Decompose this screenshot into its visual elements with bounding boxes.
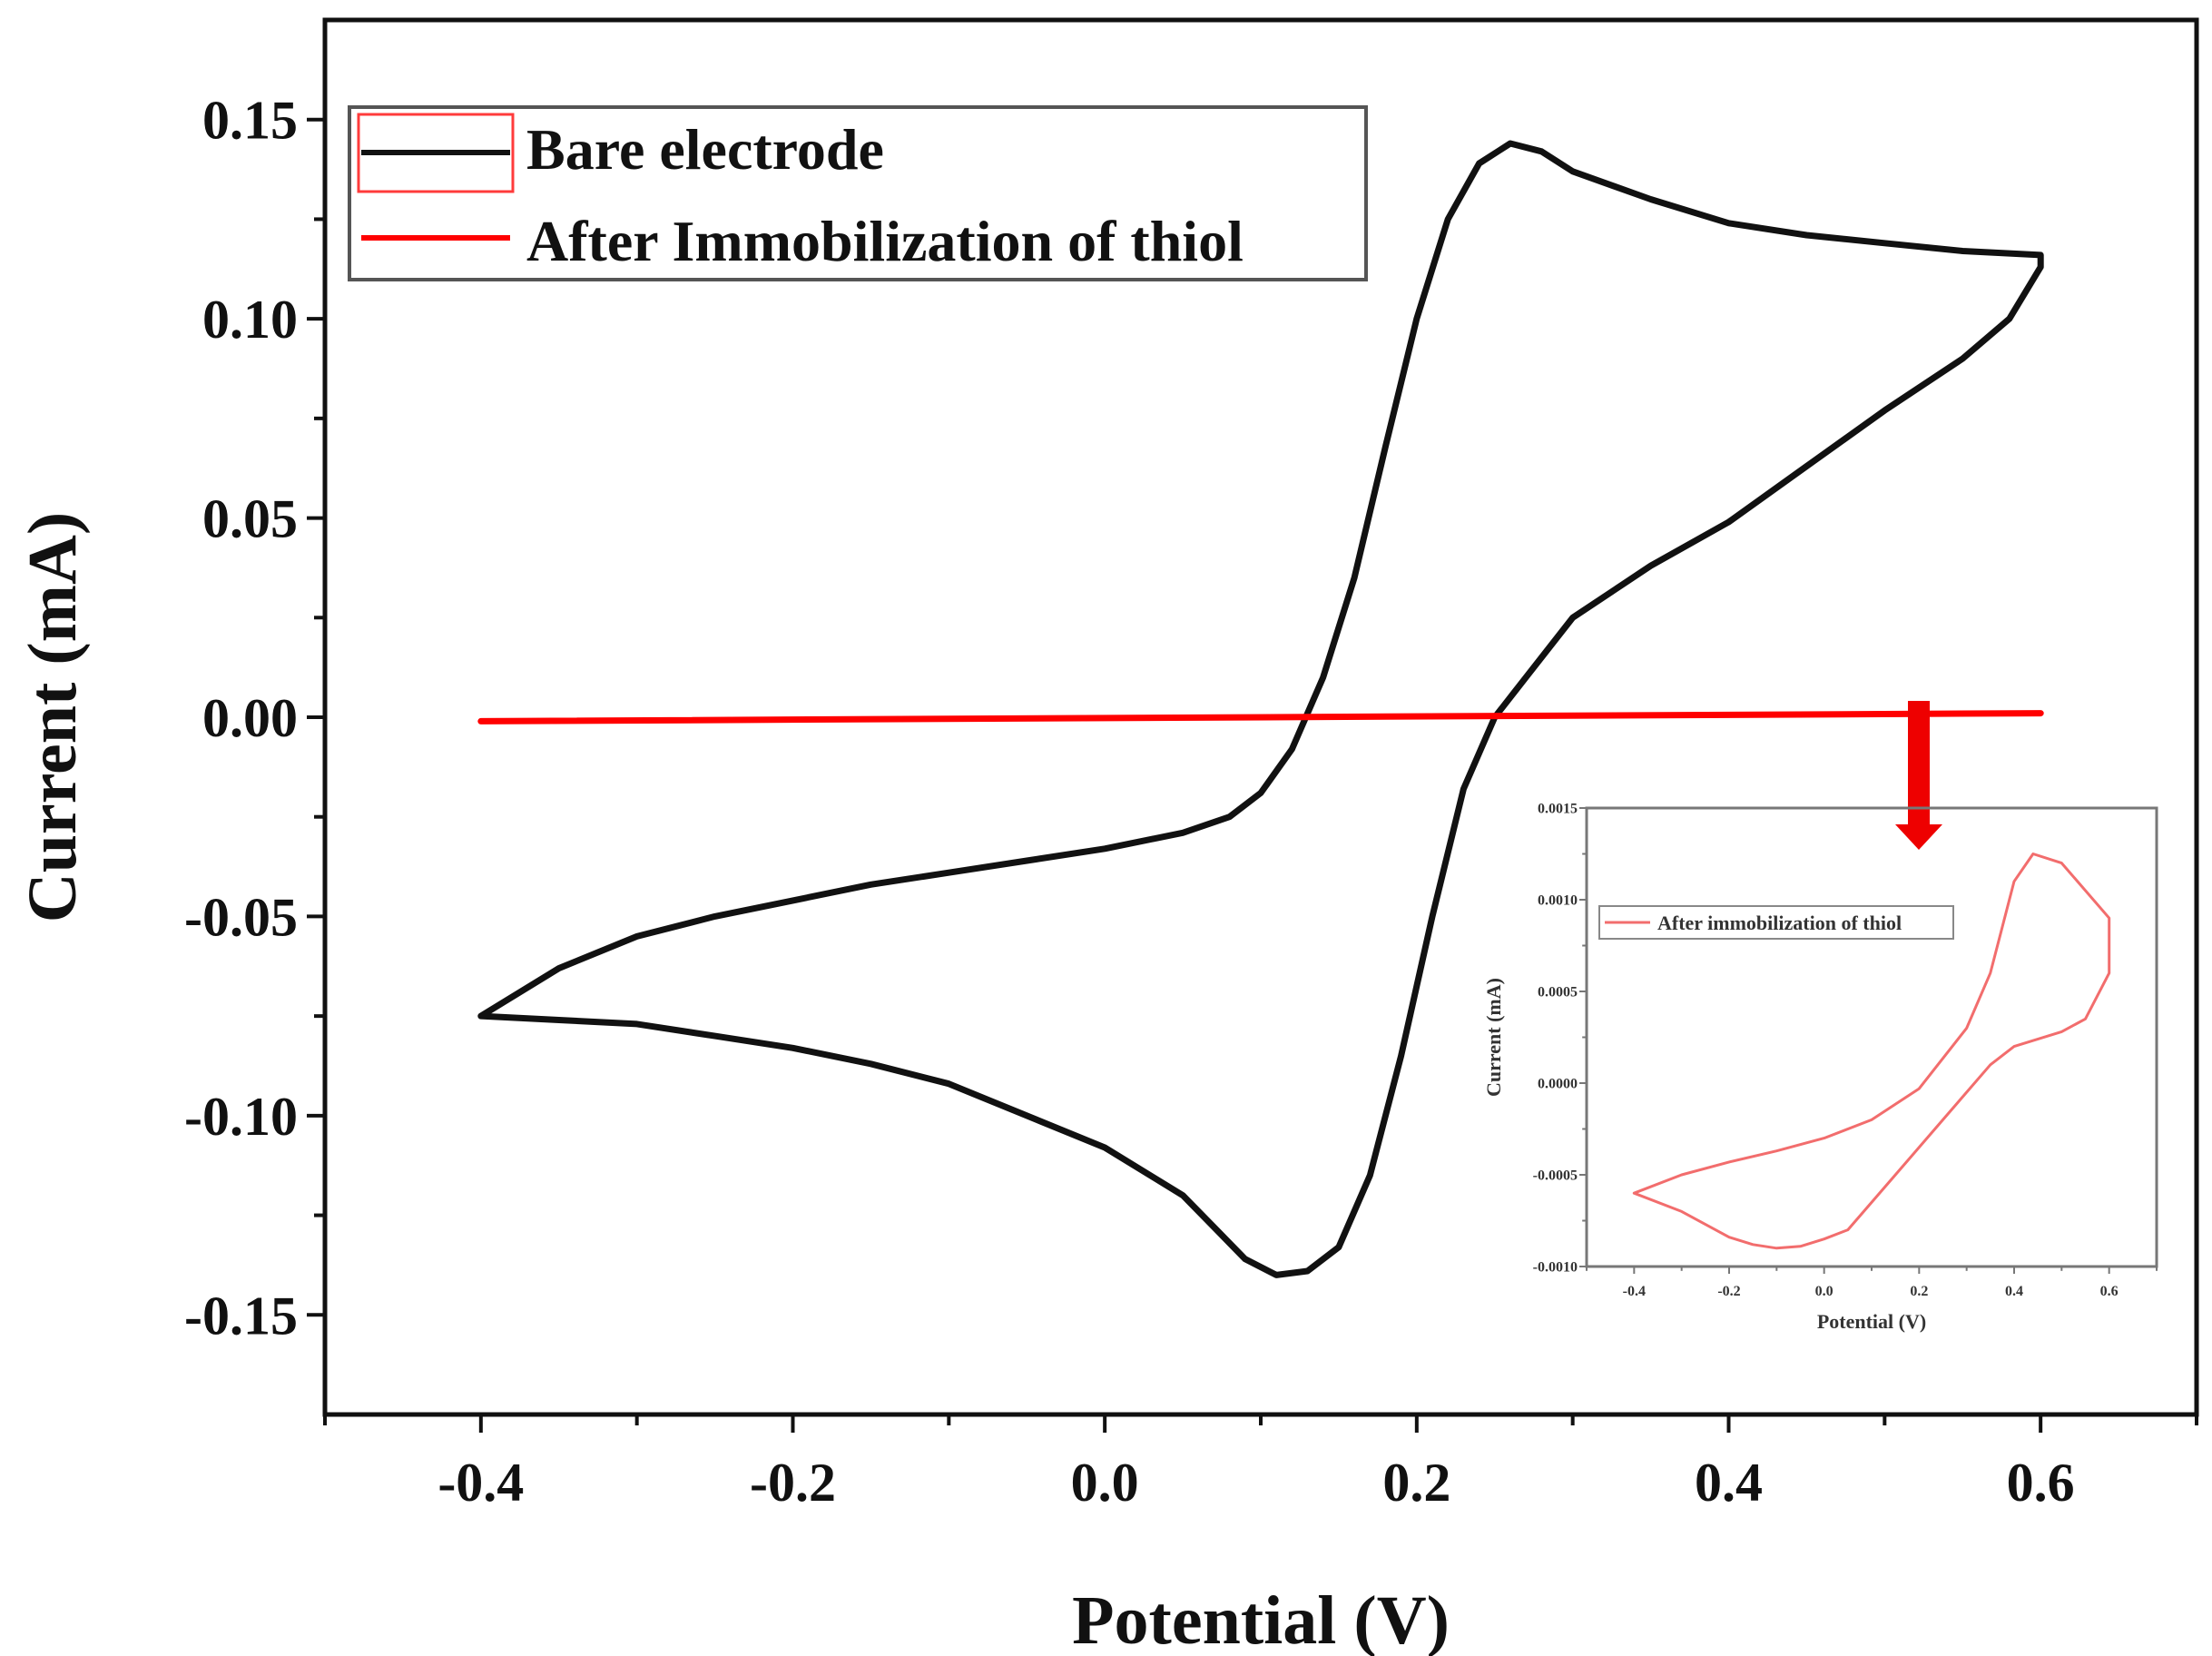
main-y-tick-label: 0.00 xyxy=(202,688,298,748)
legend-label-thiol: After Immobilization of thiol xyxy=(526,209,1244,273)
main-series-line-bare-electrode xyxy=(477,140,2044,1278)
inset-legend-label: After immobilization of thiol xyxy=(1657,912,1902,934)
inset-x-axis-title: Potential (V) xyxy=(1817,1310,1926,1333)
main-axes: -0.4 -0.2 0.0 0.2 0.4 0.6-0.15-0.10-0.050.000… xyxy=(15,17,2199,1656)
inset-y-tick-label: 0.0005 xyxy=(1538,985,1578,1000)
main-y-axis-title: Current (mA) xyxy=(15,512,91,922)
main-x-tick-label: 0.2 xyxy=(1382,1453,1450,1513)
main-y-tick-label: 0.15 xyxy=(202,91,298,151)
main-x-tick-label: 0.0 xyxy=(1071,1453,1139,1513)
inset-plot xyxy=(1632,853,2111,1250)
inset-y-axis-title: Current (mA) xyxy=(1482,978,1505,1097)
inset-x-tick-label: 0.6 xyxy=(2100,1284,2119,1299)
legend-label-bare-electrode: Bare electrode xyxy=(526,117,884,182)
main-x-tick-label: 0.6 xyxy=(2007,1453,2075,1513)
main-plot xyxy=(477,140,2044,1278)
inset-x-tick-label: -0.4 xyxy=(1623,1284,1646,1299)
inset-series-line-after-immobilization-of-thiol xyxy=(1632,853,2111,1250)
inset-x-tick-label: -0.2 xyxy=(1717,1284,1740,1299)
inset-x-tick-label: 0.2 xyxy=(1910,1284,1928,1299)
main-y-tick-label: -0.15 xyxy=(184,1286,298,1346)
inset-y-tick-label: 0.0000 xyxy=(1538,1077,1578,1092)
main-x-tick-label: 0.4 xyxy=(1695,1453,1763,1513)
legend: Bare electrode After Immobilization of t… xyxy=(348,105,1368,281)
main-x-tick-label: -0.2 xyxy=(750,1453,836,1513)
inset-axes: -0.4 -0.2 0.0 0.2 0.4 0.6 -0.0010 -0.0005 0.0000… xyxy=(1482,802,2158,1333)
inset-x-tick-label: 0.4 xyxy=(2005,1284,2023,1299)
inset-y-tick-label: 0.0010 xyxy=(1538,893,1578,909)
inset-legend-box xyxy=(1598,905,1954,940)
main-series-line-after-immobilization-of-thiol xyxy=(477,710,2044,724)
inset-y-tick-label: 0.0015 xyxy=(1538,802,1578,817)
main-y-tick-label: 0.05 xyxy=(202,489,298,549)
main-x-tick-label: -0.4 xyxy=(437,1453,524,1513)
main-y-tick-label: 0.10 xyxy=(202,290,298,350)
main-y-tick-label: -0.10 xyxy=(184,1087,298,1147)
inset-x-tick-label: 0.0 xyxy=(1815,1284,1834,1299)
legend-box xyxy=(348,105,1368,281)
main-x-axis-title: Potential (V) xyxy=(1072,1582,1450,1656)
inset-y-tick-label: -0.0010 xyxy=(1533,1260,1578,1276)
inset-legend: After immobilization of thiol xyxy=(1598,905,1954,940)
legend-highlight-box xyxy=(357,113,515,193)
inset-y-tick-label: -0.0005 xyxy=(1533,1168,1578,1184)
main-y-tick-label: -0.05 xyxy=(184,887,298,947)
